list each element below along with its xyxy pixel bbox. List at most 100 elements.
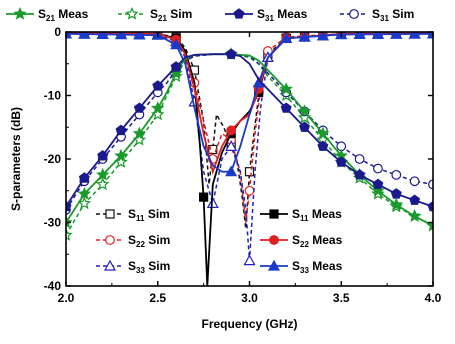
- marker-s31meas: [66, 200, 72, 212]
- x-tick-label: 3.5: [333, 291, 350, 305]
- legend-label: S31 Sim: [372, 7, 414, 23]
- marker-s31meas: [280, 102, 292, 113]
- marker-s33meas: [371, 32, 384, 39]
- x-tick-label: 2.0: [58, 291, 75, 305]
- marker-s33meas: [426, 32, 433, 39]
- legend-label: S33 Sim: [128, 259, 170, 275]
- legend-label: S11 Sim: [128, 207, 170, 223]
- legend-marker: [105, 209, 115, 219]
- marker-s33meas: [408, 32, 421, 39]
- marker-s33sim: [243, 254, 256, 266]
- x-tick-label: 2.5: [149, 291, 166, 305]
- marker-s31sim: [354, 154, 365, 164]
- marker-s31meas: [427, 200, 433, 212]
- series-line-s11sim: [66, 32, 433, 229]
- marker-s31meas: [299, 121, 311, 132]
- legend-marker: [13, 6, 27, 20]
- marker-s33meas: [225, 165, 238, 177]
- legend-top-item: S21 Meas: [6, 6, 89, 23]
- marker-s31meas: [372, 178, 384, 189]
- series-s33meas: [66, 32, 433, 177]
- marker-s21sim: [96, 177, 110, 191]
- legend-marker: [233, 8, 245, 19]
- x-axis-title: Frequency (GHz): [201, 317, 297, 331]
- marker-s33sim: [206, 197, 219, 209]
- marker-s33meas: [298, 32, 311, 42]
- marker-s21meas: [132, 126, 147, 140]
- legend-marker: [267, 259, 281, 271]
- marker-s33meas: [280, 32, 293, 43]
- series-s31meas: [66, 48, 433, 212]
- marker-s31meas: [115, 124, 127, 136]
- marker-s21meas: [114, 148, 128, 162]
- marker-s21meas: [426, 218, 433, 232]
- marker-s21meas: [279, 82, 293, 95]
- marker-s31meas: [133, 102, 145, 113]
- axis-layer: 2.0 2.5 3.0 3.5 4.0 0 -10 -20 -30 -40: [44, 25, 442, 305]
- marker-s33meas: [115, 32, 128, 40]
- x-tick-label: 4.0: [425, 291, 442, 305]
- marker-s21meas: [316, 126, 330, 140]
- marker-s22meas: [226, 125, 237, 136]
- marker-s31meas: [170, 61, 182, 72]
- series-layer: [66, 32, 433, 286]
- marker-s33sim: [225, 140, 238, 151]
- marker-s33meas: [170, 38, 183, 50]
- marker-s31meas: [335, 156, 347, 167]
- marker-s21meas: [297, 104, 312, 118]
- marker-s31meas: [97, 150, 109, 161]
- legend-label: S31 Meas: [257, 7, 308, 23]
- legend-top-item: S31 Sim: [340, 7, 414, 23]
- marker-s21meas: [389, 197, 403, 211]
- legend-label: S33 Meas: [292, 259, 343, 275]
- marker-s21meas: [96, 167, 110, 181]
- marker-s33meas: [66, 32, 73, 39]
- marker-s31meas: [390, 188, 402, 199]
- y-tick-label: 0: [54, 25, 61, 39]
- legend-marker: [105, 235, 115, 245]
- legend-marker: [125, 6, 139, 20]
- marker-s21meas: [407, 209, 422, 222]
- marker-s33meas: [133, 32, 146, 40]
- legend-right-item: S22 Meas: [260, 233, 343, 249]
- legend-left-item: S22 Sim: [96, 233, 170, 249]
- marker-s21meas: [371, 183, 385, 197]
- marker-s33meas: [96, 32, 109, 40]
- marker-s21sim: [66, 228, 73, 241]
- legend-right-item: S11 Meas: [260, 207, 342, 223]
- legend-label: S11 Meas: [292, 207, 342, 223]
- marker-s11sim: [244, 167, 255, 177]
- legend-label: S22 Meas: [292, 233, 343, 249]
- y-axis-title: S-parameters (dB): [9, 107, 23, 211]
- marker-s31sim: [391, 169, 402, 180]
- x-tick-label: 3.0: [241, 291, 258, 305]
- legend-top-item: S31 Meas: [225, 7, 308, 23]
- marker-s31meas: [225, 48, 237, 59]
- legend-top-item: S21 Sim: [118, 6, 192, 23]
- marker-s22sim: [244, 185, 255, 196]
- y-tick-label: -30: [44, 216, 62, 230]
- legend-right-item: S33 Meas: [260, 259, 343, 275]
- marker-s31sim: [428, 179, 433, 190]
- marker-s31sim: [409, 176, 420, 187]
- legend-left-item: S33 Sim: [96, 259, 170, 275]
- legend-left-item: S11 Sim: [96, 207, 170, 223]
- marker-s31sim: [373, 163, 383, 174]
- legend-marker: [349, 9, 359, 19]
- legend-marker: [269, 209, 279, 219]
- marker-s31meas: [152, 80, 164, 91]
- legend-label: S21 Sim: [150, 7, 192, 23]
- legend-label: S22 Sim: [128, 233, 170, 249]
- marker-s31meas: [78, 172, 90, 183]
- legend-marker: [103, 259, 117, 271]
- legend-layer: S21 Meas S21 Sim S31 Meas S31 Sim S11 Sim S22…: [6, 6, 414, 275]
- marker-s31meas: [317, 140, 329, 151]
- series-line-s33meas: [66, 33, 433, 173]
- marker-s21meas: [151, 101, 165, 114]
- marker-s21meas: [77, 186, 92, 200]
- marker-s11meas: [199, 192, 209, 202]
- marker-s33meas: [78, 32, 91, 39]
- marker-s33meas: [353, 32, 366, 40]
- y-tick-label: -20: [44, 152, 62, 166]
- legend-label: S21 Meas: [38, 7, 89, 23]
